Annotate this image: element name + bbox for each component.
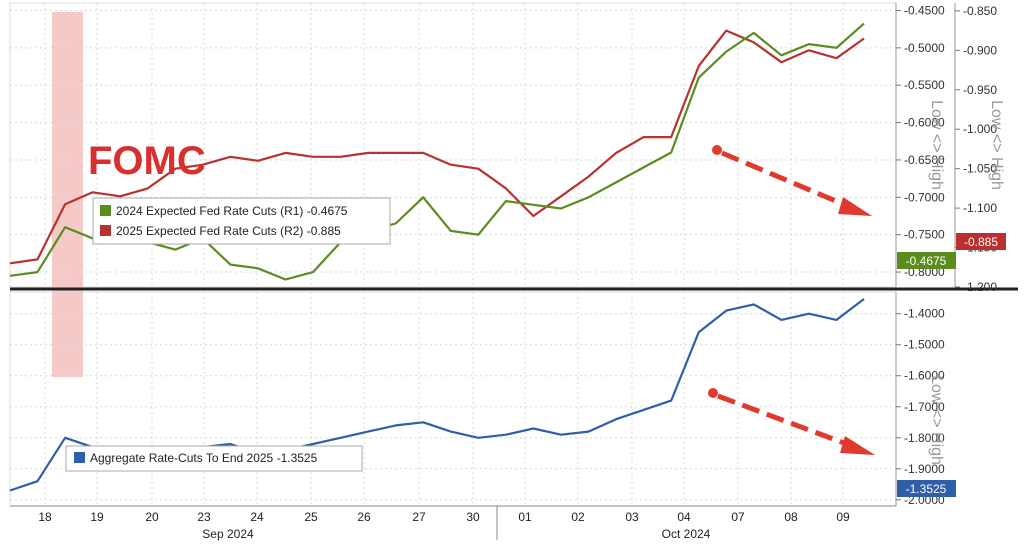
- value-tag-2025: -0.885: [956, 233, 1006, 250]
- value-tag-2025-text: -0.885: [964, 235, 998, 249]
- value-tag-aggregate-text: -1.3525: [906, 482, 947, 496]
- legend-bottom: Aggregate Rate-Cuts To End 2025 -1.3525: [65, 445, 363, 472]
- arrow-bottom-shaft: [717, 393, 853, 449]
- value-tag-2024-bg: [897, 252, 956, 269]
- bottom-axis-title: Low <> High: [928, 375, 945, 465]
- r1-axis-title: Low <> High: [928, 100, 945, 190]
- x-tick-label: 26: [357, 510, 371, 524]
- bottom-tick-label: -1.4000: [904, 307, 945, 321]
- arrow-top-head: [838, 197, 872, 216]
- x-tick-label: 08: [784, 510, 798, 524]
- x-tick-label: 24: [250, 510, 264, 524]
- bottom-panel-frame: [9, 291, 897, 507]
- bottom-tick-label: -1.5000: [904, 338, 945, 352]
- legend-swatch-aggregate: [74, 452, 85, 463]
- value-tag-2025-bg: [956, 233, 1006, 250]
- bottom-tick-label: -1.9000: [904, 462, 945, 476]
- legend-label-2024: 2024 Expected Fed Rate Cuts (R1) -0.4675: [116, 204, 348, 218]
- bottom-tick-label: -1.6000: [904, 369, 945, 383]
- x-tick-label: 20: [145, 510, 159, 524]
- month-label-sep: Sep 2024: [202, 527, 254, 541]
- x-tick-label: 27: [412, 510, 426, 524]
- x-tick-label: 25: [304, 510, 318, 524]
- r2-tick-label: -1.200: [963, 280, 997, 294]
- r1-tick-label: -0.5000: [904, 41, 945, 55]
- x-tick-label: 19: [90, 510, 104, 524]
- legend-label-2025: 2025 Expected Fed Rate Cuts (R2) -0.885: [116, 224, 341, 238]
- r1-tick-label: -0.6500: [904, 153, 945, 167]
- arrow-top-start-dot: [712, 145, 722, 155]
- series-line-2025: [9, 29, 865, 265]
- r2-tick-label: -1.000: [963, 122, 997, 136]
- x-tick-label: 03: [625, 510, 639, 524]
- legend-top-box: [92, 197, 391, 245]
- x-tick-label: 30: [466, 510, 480, 524]
- value-tag-2024-text: -0.4675: [906, 254, 947, 268]
- x-tick-label: 18: [38, 510, 52, 524]
- r1-tick-label: -0.7000: [904, 190, 945, 204]
- r2-tick-label: -1.050: [963, 162, 997, 176]
- legend-top: 2024 Expected Fed Rate Cuts (R1) -0.4675…: [92, 197, 391, 245]
- r2-tick-label: -0.950: [963, 83, 997, 97]
- fomc-band: [52, 12, 83, 377]
- legend-bottom-box: [65, 445, 363, 472]
- r1-tick-label: -0.5500: [904, 78, 945, 92]
- arrow-bottom-start-dot: [708, 388, 718, 398]
- trend-arrow-bottom: [708, 388, 875, 455]
- x-tick-label: 07: [731, 510, 745, 524]
- r1-tick-label: -0.6000: [904, 116, 945, 130]
- x-tick-label: 09: [836, 510, 850, 524]
- arrow-top-shaft: [721, 150, 851, 210]
- r2-tick-label: -1.100: [963, 201, 997, 215]
- bottom-tick-label: -1.8000: [904, 431, 945, 445]
- x-tick-label: 01: [518, 510, 532, 524]
- x-axis-ticks: 18 19 20 23 24 25 26 27 30 01 02 03 04 07 08 09: [38, 510, 850, 524]
- trend-arrow-top: [712, 145, 872, 216]
- x-tick-label: 23: [197, 510, 211, 524]
- value-tag-2024: -0.4675: [897, 252, 956, 269]
- bottom-panel-grid: [10, 292, 896, 506]
- r1-tick-label: -0.7500: [904, 228, 945, 242]
- value-tag-aggregate-bg: [897, 480, 956, 497]
- legend-swatch-2024: [100, 205, 111, 216]
- x-tick-label: 04: [677, 510, 691, 524]
- legend-label-aggregate: Aggregate Rate-Cuts To End 2025 -1.3525: [90, 451, 318, 465]
- bottom-tick-label: -1.7000: [904, 400, 945, 414]
- x-tick-label: 02: [571, 510, 585, 524]
- r2-tick-label: -0.900: [963, 43, 997, 57]
- r2-tick-label: -0.850: [963, 4, 997, 18]
- r1-tick-label: -0.4500: [904, 3, 945, 17]
- arrow-bottom-head: [840, 436, 875, 455]
- legend-swatch-2025: [100, 225, 111, 236]
- r2-axis-title: Low <> High: [988, 100, 1005, 190]
- month-label-oct: Oct 2024: [662, 527, 711, 541]
- fomc-annotation: FOMC: [88, 139, 206, 183]
- value-tag-aggregate: -1.3525: [897, 480, 956, 497]
